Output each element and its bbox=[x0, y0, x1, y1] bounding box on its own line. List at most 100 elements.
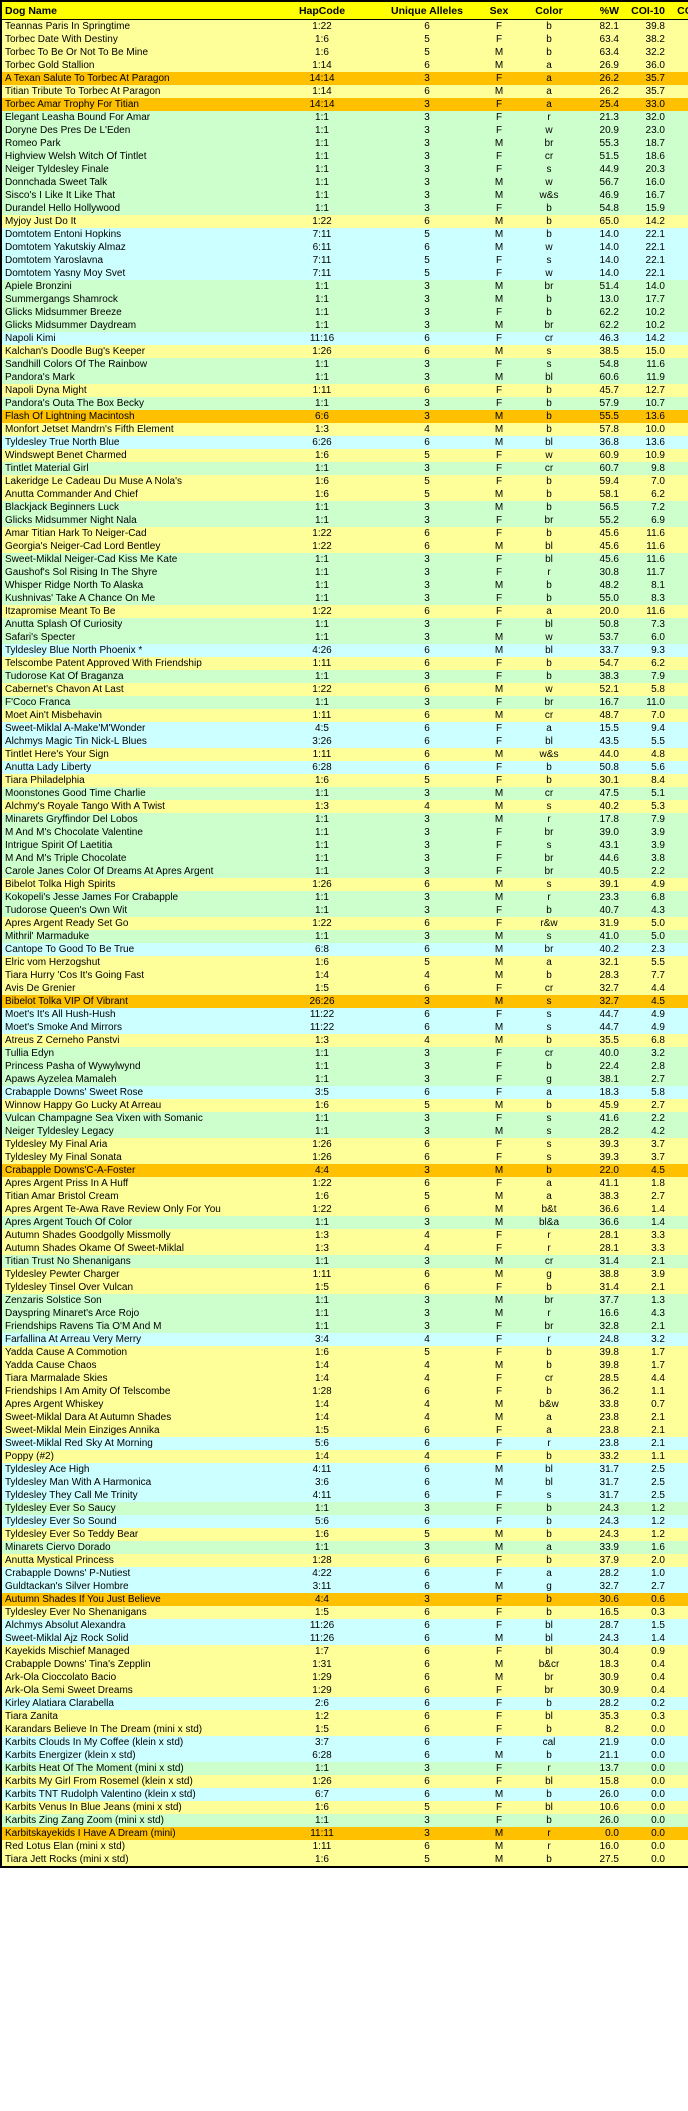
table-row[interactable]: Karbits Zing Zang Zoom (mini x std) 1:1 3 F… bbox=[2, 1814, 688, 1827]
column-header-color[interactable]: Color bbox=[521, 2, 577, 20]
table-row[interactable]: Titian Amar Bristol Cream1:65Ma38.32.78.… bbox=[2, 1190, 688, 1203]
table-row[interactable]: Tyldesley My Final Sonata1:266Fs39.33.78… bbox=[2, 1151, 688, 1164]
table-row[interactable]: Cabernet's Chavon At Last1:226Mw52.15.81… bbox=[2, 683, 688, 696]
table-row[interactable]: Torbec Date With Destiny1:65Fb63.438.244… bbox=[2, 33, 688, 46]
table-row[interactable]: Doryne Des Pres De L'Eden1:13Fw20.923.02… bbox=[2, 124, 688, 137]
column-header-hap[interactable]: HapCode bbox=[267, 2, 377, 20]
table-row[interactable]: Tyldesley Pewter Charger1:116Mg38.83.97.… bbox=[2, 1268, 688, 1281]
table-row[interactable]: Tudorose Kat Of Braganza1:13Fb38.37.913.… bbox=[2, 670, 688, 683]
table-row[interactable]: Glicks Midsummer Breeze1:13Fb62.210.220.… bbox=[2, 306, 688, 319]
table-row[interactable]: Karbits Heat Of The Moment (mini x std) 1… bbox=[2, 1762, 688, 1775]
table-row[interactable]: Titian Tribute To Torbec At Paragon 1:14 6… bbox=[2, 85, 688, 98]
table-row[interactable]: Anutta Commander And Chief1:65Mb58.16.21… bbox=[2, 488, 688, 501]
table-row[interactable]: Itzapromise Meant To Be1:226Fa20.011.615… bbox=[2, 605, 688, 618]
table-row[interactable]: A Texan Salute To Torbec At Paragon 14:14… bbox=[2, 72, 688, 85]
table-row[interactable]: Monfort Jetset Mandrn's Fifth Element 1:3… bbox=[2, 423, 688, 436]
table-row[interactable]: Carole Janes Color Of Dreams At Apres Ar… bbox=[2, 865, 688, 878]
column-header-w[interactable]: %W bbox=[577, 2, 625, 20]
table-row[interactable]: Domtotem Yasny Moy Svet7:115Fw14.022.122… bbox=[2, 267, 688, 280]
column-header-coi10[interactable]: COI-10 bbox=[625, 2, 671, 20]
table-row[interactable]: Tudorose Queen's Own Wit1:13Fb40.74.310.… bbox=[2, 904, 688, 917]
table-row[interactable]: Apres Argent Te-Awa Rave Review Only For… bbox=[2, 1203, 688, 1216]
table-row[interactable]: Blackjack Beginners Luck1:13Mb56.57.216.… bbox=[2, 501, 688, 514]
table-row[interactable]: Karbits Clouds In My Coffee (klein x std… bbox=[2, 1736, 688, 1749]
table-row[interactable]: Kirley Alatiara Clarabella2:66Fb28.20.20… bbox=[2, 1697, 688, 1710]
table-row[interactable]: Anutta Mystical Princess1:286Fb37.92.05.… bbox=[2, 1554, 688, 1567]
table-row[interactable]: Domtotem Entoni Hopkins7:115Mb14.022.122… bbox=[2, 228, 688, 241]
table-row[interactable]: Sweet-Miklal Neiger-Cad Kiss Me Kate 1:1 3… bbox=[2, 553, 688, 566]
